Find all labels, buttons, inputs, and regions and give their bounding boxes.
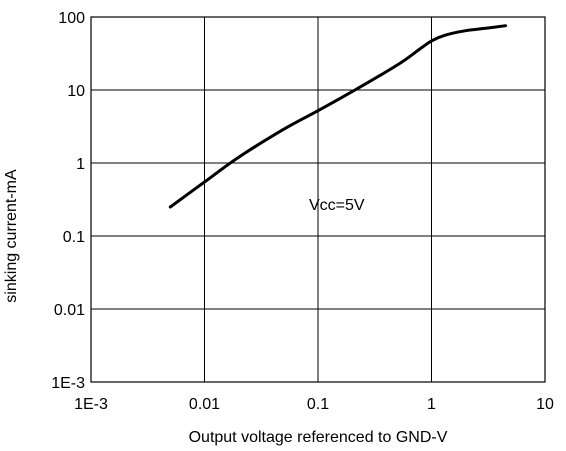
x-tick-label: 10: [536, 396, 554, 413]
y-tick-label: 0.01: [54, 302, 85, 319]
x-tick-label: 1: [427, 396, 436, 413]
y-tick-label: 0.1: [63, 229, 85, 246]
y-tick-label: 100: [58, 10, 85, 27]
x-tick-label: 1E-3: [74, 396, 108, 413]
x-tick-label: 0.01: [189, 396, 220, 413]
data-series-line: [168, 24, 508, 209]
y-tick-label: 1E-3: [51, 375, 85, 392]
x-tick-label: 0.1: [307, 396, 329, 413]
x-tick-labels: 1E-3 0.01 0.1 1 10: [74, 396, 554, 413]
plot-frame: [90, 16, 546, 383]
y-tick-label: 10: [67, 83, 85, 100]
x-axis-label: Output voltage referenced to GND-V: [189, 429, 448, 446]
y-tick-label: 1: [76, 156, 85, 173]
y-tick-labels: 1E-3 0.01 0.1 1 10 100: [51, 10, 85, 392]
y-axis-label: sinking current-mA: [3, 169, 20, 303]
annotation-vcc: Vcc=5V: [309, 197, 365, 214]
